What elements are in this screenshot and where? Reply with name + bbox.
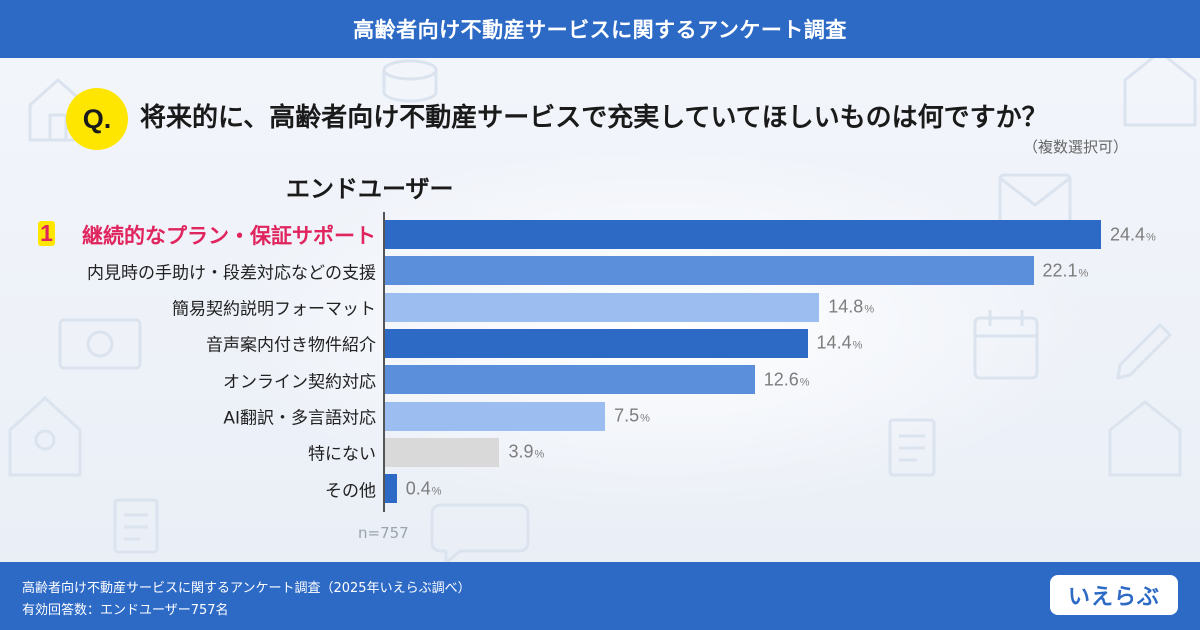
category-label: 音声案内付き物件紹介 — [206, 335, 376, 356]
category-label: その他 — [325, 481, 376, 502]
value-label: 7.5% — [614, 406, 650, 427]
bar — [385, 292, 820, 322]
calendar-icon — [973, 310, 1039, 380]
value-number: 22.1 — [1042, 260, 1078, 281]
rank-number: 1 — [40, 220, 53, 246]
footer-respondents: 有効回答数：エンドユーザー757名 — [22, 603, 229, 618]
category-label: AI翻訳・多言語対応 — [223, 408, 376, 429]
value-label: 24.4% — [1110, 224, 1156, 245]
value-unit: % — [431, 485, 442, 498]
value-number: 12.6 — [763, 369, 799, 390]
value-number: 14.8 — [828, 296, 864, 317]
bar — [385, 365, 755, 395]
value-number: 7.5 — [614, 405, 640, 426]
money-icon — [58, 318, 142, 370]
category-label: 特にない — [308, 444, 376, 465]
value-unit: % — [864, 303, 875, 316]
chart-axis-line — [383, 212, 385, 512]
rank-badge — [38, 221, 55, 246]
value-unit: % — [799, 376, 810, 389]
category-label: オンライン契約対応 — [223, 372, 376, 393]
bar — [385, 256, 1034, 286]
chat-bubble-icon — [430, 503, 530, 565]
value-unit: % — [534, 448, 545, 461]
value-label: 22.1% — [1043, 260, 1089, 281]
value-label: 3.9% — [508, 442, 544, 463]
value-unit: % — [1146, 231, 1156, 243]
bar — [385, 474, 397, 504]
value-label: 0.4% — [406, 478, 442, 499]
house-icon — [8, 396, 82, 477]
brand-logo: いえらぶ — [1050, 575, 1178, 615]
bar — [385, 220, 1101, 249]
bar — [385, 437, 500, 467]
value-number: 3.9 — [508, 441, 534, 462]
value-unit: % — [640, 412, 650, 425]
value-label: 12.6% — [764, 369, 810, 390]
sample-size-label: n=757 — [358, 524, 409, 542]
question-text: 将来的に、高齢者向け不動産サービスで充実していてほしいものは何ですか？ — [140, 103, 1048, 133]
segment-label: エンドユーザー — [286, 175, 454, 203]
multiple-choice-note: （複数選択可） — [1022, 138, 1128, 156]
pencil-icon — [1116, 323, 1172, 380]
category-label: 継続的なプラン・保証サポート — [82, 223, 376, 248]
coins-icon — [382, 59, 438, 103]
value-number: 24.4 — [1110, 224, 1146, 244]
house-icon — [1123, 50, 1197, 127]
question-badge: Q. — [66, 88, 128, 150]
category-label: 簡易契約説明フォーマット — [172, 299, 376, 320]
document-icon — [888, 418, 936, 477]
footer: 高齢者向け不動産サービスに関するアンケート調査（2025年いえらぶ調べ） 有効回… — [0, 562, 1200, 630]
value-label: 14.8% — [828, 297, 874, 318]
value-unit: % — [852, 339, 863, 352]
mail-icon — [998, 173, 1072, 225]
bar — [385, 328, 808, 358]
value-number: 14.4 — [816, 332, 852, 353]
value-unit: % — [1078, 267, 1089, 280]
value-number: 0.4 — [405, 478, 431, 499]
footer-source: 高齢者向け不動産サービスに関するアンケート調査（2025年いえらぶ調べ） — [22, 581, 471, 596]
value-label: 14.4% — [817, 333, 863, 354]
bar — [385, 401, 606, 431]
category-label: 内見時の手助け・段差対応などの支援 — [87, 263, 376, 284]
document-icon — [113, 498, 159, 554]
house-icon — [1108, 400, 1182, 477]
header-title: 高齢者向け不動産サービスに関するアンケート調査 — [0, 0, 1200, 58]
